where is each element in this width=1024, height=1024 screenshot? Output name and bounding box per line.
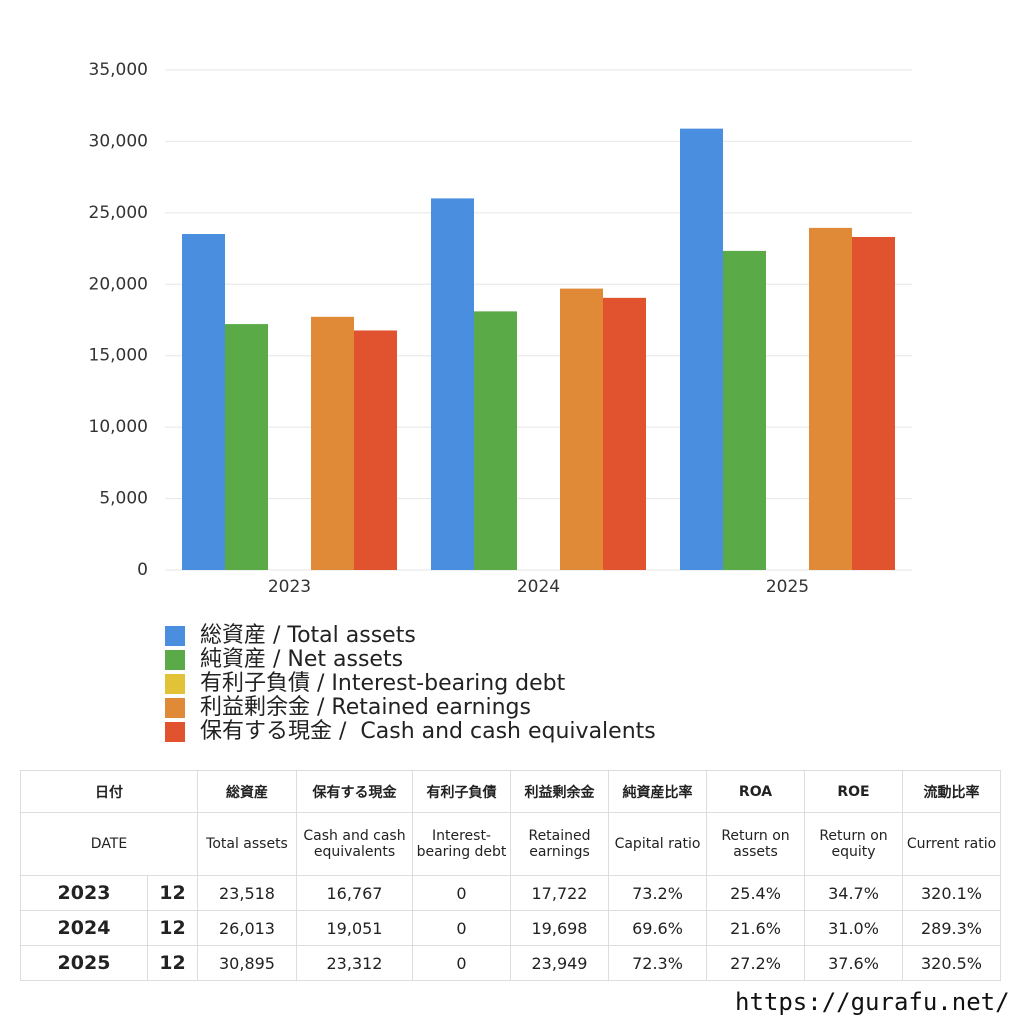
- table-cell: 34.7%: [804, 875, 903, 911]
- table-cell: 69.6%: [608, 910, 707, 946]
- legend-label: 利益剰余金 / Retained earnings: [200, 695, 531, 720]
- bar: [311, 316, 354, 570]
- table-cell: 12: [147, 910, 198, 946]
- legend-label: 総資産 / Total assets: [200, 623, 416, 648]
- header-cell: 純資産比率: [608, 770, 707, 813]
- table-cell: 23,312: [296, 945, 413, 981]
- table-cell: 19,698: [510, 910, 609, 946]
- bar: [723, 250, 766, 570]
- bar: [680, 128, 723, 570]
- table-row: 2024 12 26,013 19,051 0 19,698 69.6% 21.6% 31.0%…: [20, 910, 1001, 946]
- data-table: 日付 総資産 保有する現金 有利子負債 利益剰余金 純資産比率 ROA ROE 流動比率 DATE…: [20, 770, 1001, 981]
- header-cell: 総資産: [197, 770, 297, 813]
- x-tick-label: 2024: [517, 577, 560, 597]
- table-cell: 72.3%: [608, 945, 707, 981]
- header-cell: Current ratio: [902, 812, 1001, 876]
- y-tick-label: 5,000: [99, 489, 148, 509]
- y-tick-label: 20,000: [89, 274, 148, 294]
- header-cell: Interest-bearing debt: [412, 812, 511, 876]
- bar: [560, 288, 603, 570]
- bar: [182, 234, 225, 570]
- table-row: 2025 12 30,895 23,312 0 23,949 72.3% 27.2% 37.6%…: [20, 945, 1001, 981]
- legend-swatch: [165, 650, 185, 670]
- header-cell: 有利子負債: [412, 770, 511, 813]
- legend-label: 保有する現金 / Cash and cash equivalents: [200, 719, 656, 744]
- table-cell: 320.1%: [902, 875, 1001, 911]
- y-tick-label: 10,000: [89, 417, 148, 437]
- legend-swatch: [165, 698, 185, 718]
- legend-label: 純資産 / Net assets: [200, 647, 403, 672]
- header-cell: Capital ratio: [608, 812, 707, 876]
- table-cell: 16,767: [296, 875, 413, 911]
- table-cell: 30,895: [197, 945, 297, 981]
- table-cell: 25.4%: [706, 875, 805, 911]
- bar: [852, 236, 895, 570]
- header-cell: Return on assets: [706, 812, 805, 876]
- table-cell: 73.2%: [608, 875, 707, 911]
- bar: [603, 297, 646, 570]
- header-cell: Return on equity: [804, 812, 903, 876]
- table-cell: 37.6%: [804, 945, 903, 981]
- table-cell: 2025: [20, 945, 148, 981]
- table-cell: 27.2%: [706, 945, 805, 981]
- table-cell: 23,949: [510, 945, 609, 981]
- bar: [474, 311, 517, 570]
- table-cell: 2024: [20, 910, 148, 946]
- header-cell: Total assets: [197, 812, 297, 876]
- bar: [809, 227, 852, 570]
- header-cell: 流動比率: [902, 770, 1001, 813]
- table-cell: 26,013: [197, 910, 297, 946]
- y-tick-label: 0: [137, 560, 148, 580]
- header-cell: ROE: [804, 770, 903, 813]
- header-cell: Retained earnings: [510, 812, 609, 876]
- y-tick-label: 35,000: [89, 60, 148, 80]
- legend-swatch: [165, 722, 185, 742]
- table-cell: 289.3%: [902, 910, 1001, 946]
- footer-url: https://gurafu.net/: [735, 988, 1010, 1016]
- chart: 0 5,000 10,000 15,000 20,000 25,000 30,000 35,0…: [89, 60, 912, 744]
- table-cell: 21.6%: [706, 910, 805, 946]
- header-cell: DATE: [20, 812, 198, 876]
- table-row: 2023 12 23,518 16,767 0 17,722 73.2% 25.4% 34.7%…: [20, 875, 1001, 911]
- table-cell: 17,722: [510, 875, 609, 911]
- table-cell: 23,518: [197, 875, 297, 911]
- bar: [431, 198, 474, 570]
- legend-swatch: [165, 626, 185, 646]
- y-tick-label: 25,000: [89, 203, 148, 223]
- table-cell: 2023: [20, 875, 148, 911]
- table-cell: 12: [147, 945, 198, 981]
- table-cell: 31.0%: [804, 910, 903, 946]
- bar: [354, 330, 397, 570]
- legend-swatch: [165, 674, 185, 694]
- table-cell: 0: [412, 875, 511, 911]
- header-cell: 日付: [20, 770, 198, 813]
- header-cell: ROA: [706, 770, 805, 813]
- table-row: 日付 総資産 保有する現金 有利子負債 利益剰余金 純資産比率 ROA ROE 流動比率: [20, 770, 1001, 813]
- table-cell: 19,051: [296, 910, 413, 946]
- legend-label: 有利子負債 / Interest-bearing debt: [200, 671, 566, 696]
- bar: [225, 324, 268, 570]
- table-cell: 0: [412, 910, 511, 946]
- y-tick-label: 15,000: [89, 346, 148, 366]
- table-cell: 12: [147, 875, 198, 911]
- x-tick-label: 2025: [766, 577, 809, 597]
- x-tick-label: 2023: [268, 577, 311, 597]
- table-cell: 320.5%: [902, 945, 1001, 981]
- header-cell: 保有する現金: [296, 770, 413, 813]
- table-cell: 0: [412, 945, 511, 981]
- header-cell: Cash and cash equivalents: [296, 812, 413, 876]
- header-cell: 利益剰余金: [510, 770, 609, 813]
- y-tick-label: 30,000: [89, 131, 148, 151]
- table-row: DATE Total assets Cash and cash equivalent…: [20, 812, 1001, 876]
